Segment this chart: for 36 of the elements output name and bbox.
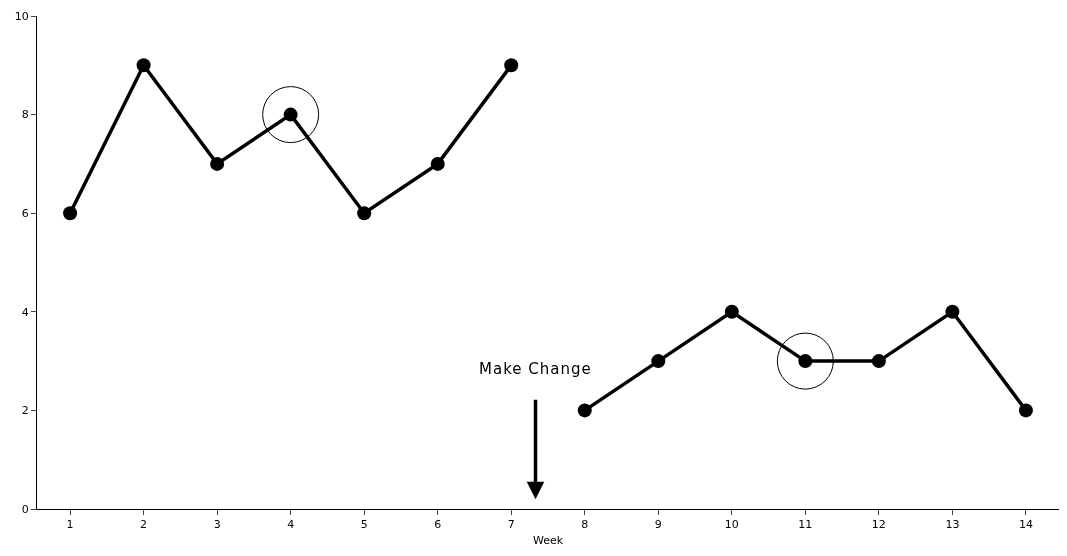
point [651,354,666,369]
x-tick-label: 2 [140,518,148,532]
x-tick-label: 11 [798,518,813,532]
x-tick-label: 5 [360,518,368,532]
x-tick-label: 14 [1018,518,1033,532]
point [577,403,592,418]
point [357,206,372,221]
x-tick-label: 7 [507,518,515,532]
point [136,58,151,73]
point [724,304,739,319]
x-tick-label: 9 [654,518,662,532]
y-tick-label: 8 [21,108,29,122]
point [262,86,320,144]
point [430,156,445,171]
point [776,332,834,390]
x-tick-label: 4 [287,518,295,532]
y-tick-label: 2 [21,404,29,418]
point [1018,403,1033,418]
x-tick-label: 1 [66,518,74,532]
x-tick-label: 12 [871,518,886,532]
y-tick-label: 10 [14,9,29,23]
y-tick-label: 0 [21,502,29,516]
y-tick-label: 6 [21,207,29,221]
point [504,58,519,73]
point [63,206,78,221]
x-tick-label: 10 [724,518,739,532]
x-tick-label: 3 [213,518,221,532]
x-tick-label: 13 [945,518,960,532]
x-tick-label: 6 [434,518,442,532]
point [945,304,960,319]
point [210,156,225,171]
x-tick-label: 8 [581,518,589,532]
x-axis-title: Week [532,534,564,548]
point [871,354,886,369]
annotation: Make Change [479,360,592,378]
y-tick-label: 4 [21,305,29,319]
